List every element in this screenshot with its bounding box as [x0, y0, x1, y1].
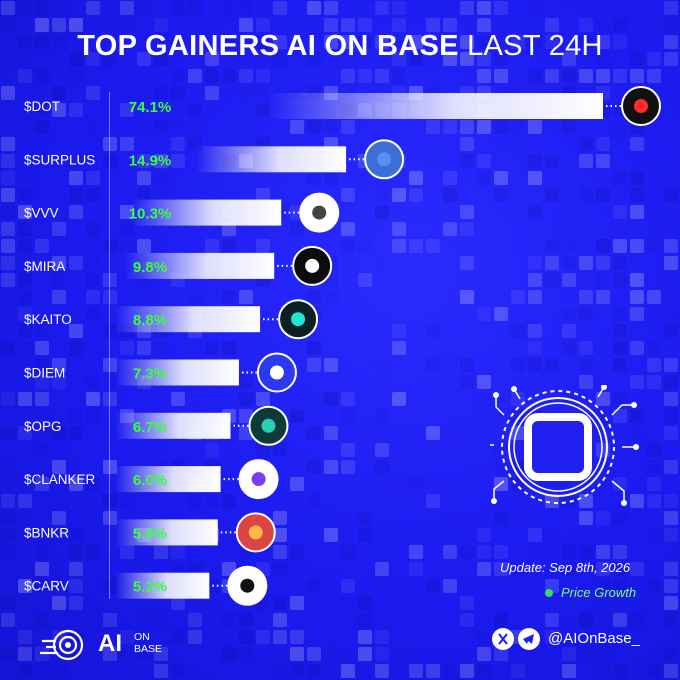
- diem-shield-icon-glyph: [269, 365, 284, 380]
- bar: [268, 93, 603, 119]
- bnkr-tv-icon-glyph: [248, 525, 263, 540]
- vvv-keys-icon-glyph: [312, 205, 327, 220]
- value-label: 6.0%: [133, 472, 167, 489]
- x-twitter-icon[interactable]: [492, 628, 514, 650]
- clock-chip-graphic: [490, 385, 639, 506]
- carv-logo-icon-glyph: [240, 578, 255, 593]
- legend-dot-icon: [545, 588, 553, 597]
- legend: Price Growth: [545, 585, 636, 600]
- value-label: 74.1%: [129, 99, 172, 116]
- category-label: $OPG: [24, 419, 62, 434]
- bar: [115, 572, 210, 599]
- brand-ai: AI: [98, 630, 122, 657]
- legend-label: Price Growth: [561, 585, 637, 600]
- y-axis-line: [109, 92, 110, 599]
- value-label: 5.2%: [133, 579, 167, 596]
- category-label: $CLANKER: [24, 472, 96, 487]
- bar: [115, 519, 218, 546]
- bar: [115, 306, 261, 333]
- ai-on-base-logo-icon: [40, 629, 84, 661]
- value-label: 7.3%: [133, 366, 167, 383]
- surplus-cube-icon-glyph: [377, 152, 392, 167]
- title-normal: LAST 24H: [467, 30, 603, 62]
- value-label: 9.8%: [133, 259, 167, 276]
- value-label: 10.3%: [129, 206, 172, 223]
- category-label: $DOT: [24, 99, 60, 114]
- value-label: 14.9%: [129, 152, 172, 169]
- bar: [115, 412, 231, 439]
- category-label: $BNKR: [24, 525, 69, 540]
- social-handle[interactable]: @AIOnBase_: [548, 630, 640, 647]
- category-label: $KAITO: [24, 312, 72, 327]
- telegram-icon[interactable]: [518, 628, 540, 650]
- update-date: Update: Sep 8th, 2026: [500, 560, 631, 575]
- chart-title: TOP GAINERS AI ON BASE LAST 24H: [0, 30, 680, 63]
- value-label: 8.8%: [133, 312, 167, 329]
- bar: [124, 252, 275, 279]
- dot-logo-icon-glyph: [634, 99, 648, 113]
- category-label: $SURPLUS: [24, 152, 95, 167]
- bar: [115, 359, 239, 386]
- bar: [115, 466, 221, 493]
- bar: [131, 199, 282, 226]
- bar: [196, 146, 347, 173]
- value-label: 5.8%: [133, 525, 167, 542]
- brand-logo: AI ON BASE: [40, 627, 170, 663]
- mira-logo-icon-glyph: [305, 258, 320, 273]
- value-label: 6.7%: [133, 419, 167, 436]
- category-label: $DIEM: [24, 366, 65, 381]
- category-label: $MIRA: [24, 259, 65, 274]
- brand-base: BASE: [134, 643, 163, 655]
- title-bold: TOP GAINERS AI ON BASE: [77, 30, 459, 62]
- clanker-bars-icon-glyph: [251, 472, 266, 487]
- opg-logo-icon-glyph: [261, 418, 276, 433]
- brand-on-base: ON BASE: [134, 631, 162, 655]
- brand-on: ON: [134, 631, 150, 643]
- category-label: $VVV: [24, 206, 59, 221]
- category-label: $CARV: [24, 579, 69, 594]
- kaito-logo-icon-glyph: [291, 312, 306, 327]
